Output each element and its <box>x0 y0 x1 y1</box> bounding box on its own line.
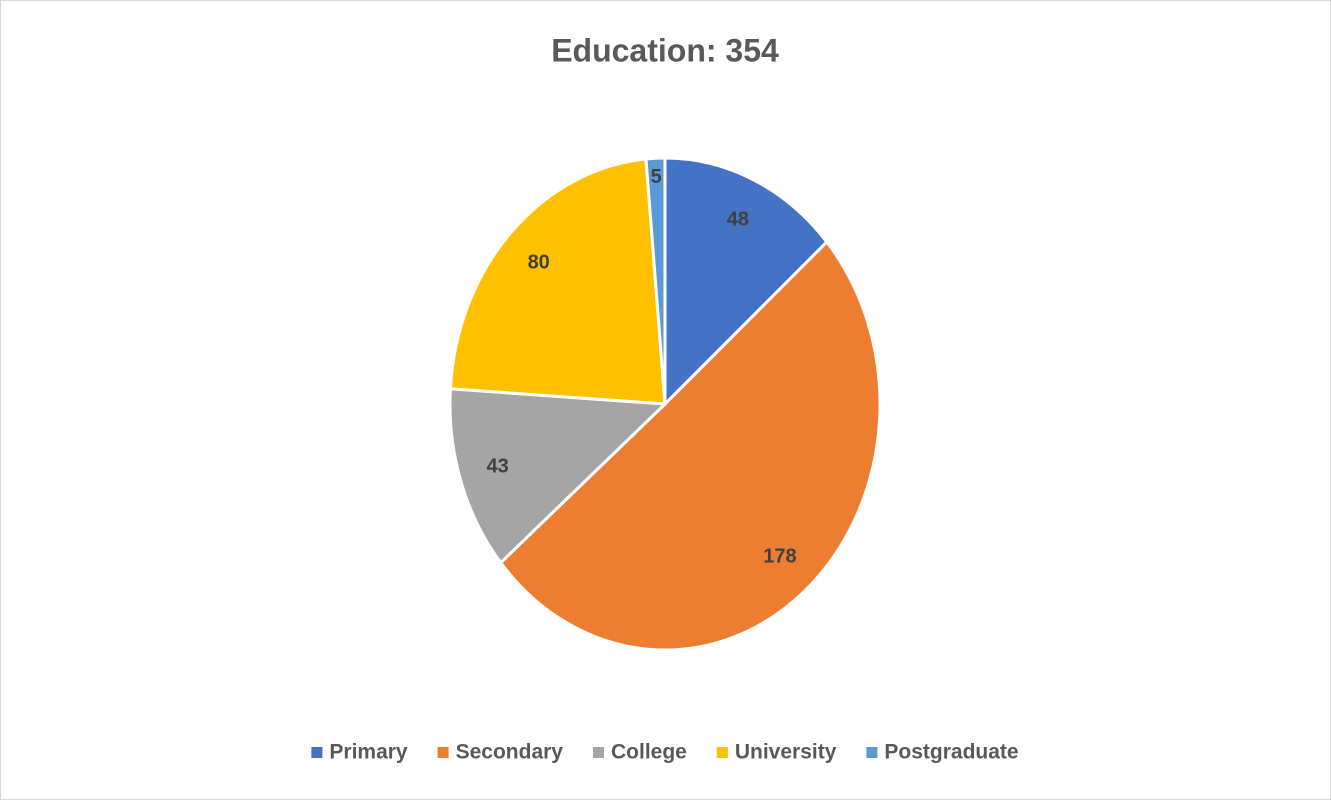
legend-label: University <box>735 741 837 764</box>
legend-swatch <box>593 747 604 758</box>
legend-label: College <box>611 741 687 764</box>
pie-slice <box>498 239 882 652</box>
pie-slice <box>448 387 669 565</box>
legend: Primary Secondary College University Postgra… <box>311 741 1019 764</box>
pie-slice <box>663 156 829 408</box>
legend-label: Postgraduate <box>884 741 1018 764</box>
data-label: 43 <box>486 456 508 478</box>
data-label: 48 <box>727 209 749 231</box>
legend-swatch <box>311 747 323 758</box>
legend-swatch <box>716 747 728 758</box>
data-label: 178 <box>763 545 796 567</box>
pie-slice <box>644 156 667 405</box>
pie-slice <box>448 157 667 406</box>
legend-swatch <box>437 747 449 758</box>
data-label: 80 <box>528 252 550 274</box>
data-label: 5 <box>651 166 662 188</box>
legend-swatch <box>866 747 878 758</box>
legend-label: Primary <box>329 741 408 764</box>
chart-title: Education: 354 <box>551 32 779 68</box>
legend-label: Secondary <box>456 741 564 764</box>
